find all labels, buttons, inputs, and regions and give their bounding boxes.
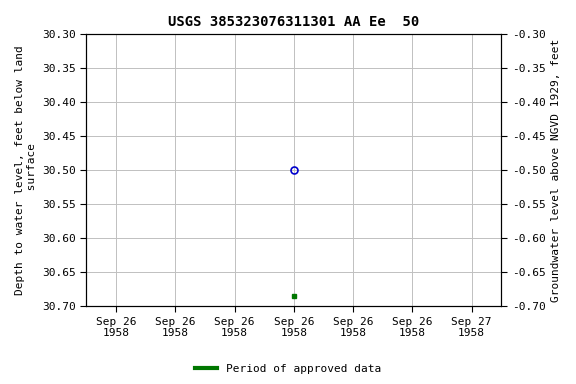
Title: USGS 385323076311301 AA Ee  50: USGS 385323076311301 AA Ee 50: [168, 15, 419, 29]
Y-axis label: Depth to water level, feet below land
 surface: Depth to water level, feet below land su…: [15, 45, 37, 295]
Legend: Period of approved data: Period of approved data: [191, 359, 385, 379]
Y-axis label: Groundwater level above NGVD 1929, feet: Groundwater level above NGVD 1929, feet: [551, 39, 561, 302]
